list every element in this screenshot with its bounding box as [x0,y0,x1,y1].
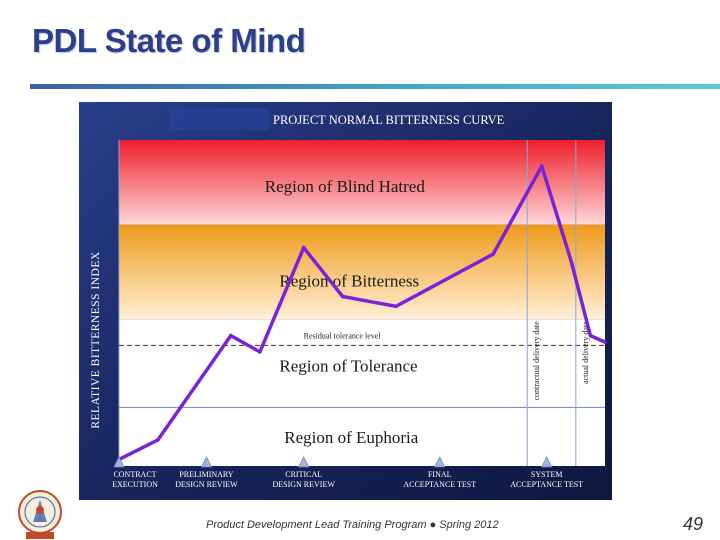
curve-point [540,164,544,168]
curve-point [228,333,233,338]
chart-svg: PROJECT NORMAL BITTERNESS CURVE RELATIVE… [79,102,612,500]
milestone-marker-3 [434,456,446,468]
plot-area: Residual tolerance level contractual deli… [112,140,607,489]
reference-label-3: actual delivery date [581,321,590,384]
bitterness-chart: PROJECT NORMAL BITTERNESS CURVE RELATIVE… [79,102,612,500]
curve-point [588,333,593,338]
milestone-label-1-0: PRELIMINARY [179,470,233,479]
region-band-3 [119,407,605,466]
curve-line-0 [117,164,607,462]
chart-title: PROJECT NORMAL BITTERNESS CURVE [273,113,505,127]
region-band-2 [119,319,605,408]
milestone-label-4-0: SYSTEM [531,470,563,479]
milestone-label-1-1: DESIGN REVIEW [175,480,238,489]
curve-point [491,252,496,256]
footer-text: Product Development Lead Training Progra… [206,519,499,531]
milestone-label-0-0: CONTRACT [113,470,156,479]
curve-point [394,304,398,309]
region-label-2: Region of Tolerance [279,356,417,375]
milestone-label-0-1: EXECUTION [112,480,158,489]
title-backdrop [169,108,269,130]
curve-point [603,340,607,344]
milestone-marker-0 [113,456,125,468]
reference-label-2: contractual delivery date [532,321,541,401]
milestone-label-2-0: CRITICAL [285,470,322,479]
region-label-1: Region of Bitterness [279,272,419,291]
curve-point [569,258,573,263]
y-axis-label: RELATIVE BITTERNESS INDEX [90,251,102,429]
milestone-marker-4 [541,456,553,468]
curve-point [258,350,262,354]
milestone-marker-1 [200,456,213,468]
region-label-0: Region of Blind Hatred [265,177,426,196]
milestone-label-2-1: DESIGN REVIEW [272,480,335,489]
curve-point [340,294,345,299]
reference-label-0: Residual tolerance level [304,331,382,340]
region-band-1 [119,224,605,320]
title-divider [30,84,720,89]
curve-point [301,245,306,250]
milestone-label-3-0: FINAL [428,470,452,479]
curve-point [156,438,160,442]
milestone-marker-2 [298,456,310,468]
organization-seal-logo [18,490,62,539]
milestone-label-3-1: ACCEPTANCE TEST [403,480,476,489]
milestone-label-4-1: ACCEPTANCE TEST [510,480,583,489]
slide-title: PDL State of Mind [32,22,306,59]
region-label-3: Region of Euphoria [284,428,419,447]
page-number: 49 [683,514,704,534]
region-band-0 [119,140,605,225]
